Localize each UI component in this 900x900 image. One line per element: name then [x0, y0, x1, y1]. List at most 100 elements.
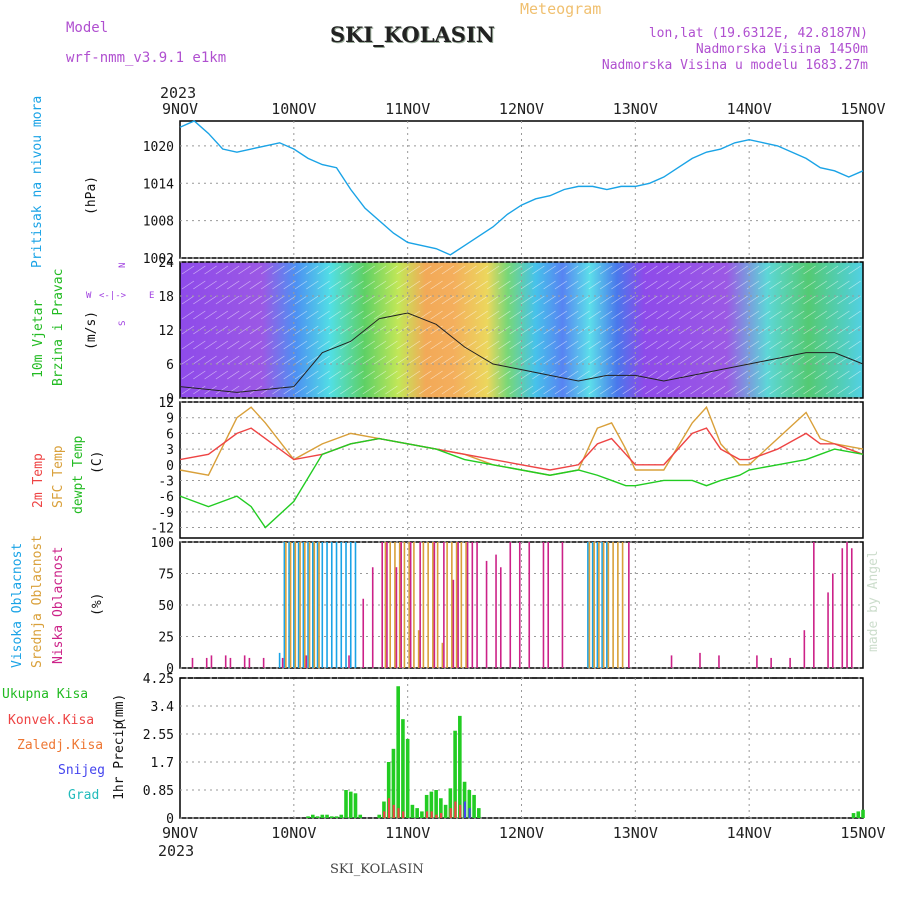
precip-bar — [435, 814, 438, 818]
wind-barb — [340, 370, 353, 380]
wind-barb — [238, 280, 251, 290]
year-top: 2023 — [160, 84, 196, 102]
precip-bar — [861, 809, 865, 818]
wind-barb — [577, 385, 590, 395]
wind-barb — [362, 280, 375, 290]
wind-barb — [260, 385, 274, 395]
wind-barb — [792, 265, 805, 275]
wind-barb — [837, 310, 850, 320]
wind-barb — [430, 265, 443, 275]
wind-barb — [317, 280, 330, 290]
x-tick-label-bottom: 10NOV — [271, 824, 316, 842]
wind-barb — [475, 280, 488, 290]
wind-barb — [520, 265, 534, 275]
precip-bar — [415, 808, 419, 818]
wind-barb — [746, 265, 760, 275]
wind-barb — [656, 370, 669, 380]
footer-station: SKI_KOLASIN — [330, 862, 424, 877]
wind-barb — [780, 385, 794, 395]
wind-barb — [317, 355, 330, 365]
precip-bar — [439, 798, 443, 818]
precip-bar — [462, 781, 467, 818]
wind-barb — [701, 325, 714, 335]
wind-barb — [238, 295, 251, 305]
wind-barb — [667, 280, 681, 290]
y-tick-label: 6 — [166, 358, 174, 373]
wind-barb — [792, 370, 805, 380]
wind-barb — [419, 370, 432, 380]
precip-bar — [383, 811, 386, 818]
wind-barb — [260, 355, 274, 365]
wind-barb — [588, 280, 601, 290]
wind-barb — [317, 295, 330, 305]
wind-barb — [328, 370, 342, 380]
wind-barb — [679, 355, 692, 365]
wind-barb — [656, 385, 669, 395]
wind-barb — [407, 265, 421, 275]
wind-barb — [227, 295, 240, 305]
wind-barb — [204, 340, 217, 350]
wind-barb — [509, 280, 522, 290]
wind-barb — [566, 280, 579, 290]
wind-barb — [599, 295, 613, 305]
wind-barb — [227, 310, 240, 320]
wind-barb — [306, 295, 319, 305]
wind-barb — [712, 280, 726, 290]
wind-barb — [249, 340, 262, 350]
wind-barb — [825, 355, 839, 365]
wind-barb — [317, 325, 330, 335]
wind-barb — [396, 370, 409, 380]
precip-bar — [387, 798, 391, 818]
wind-barb — [283, 355, 296, 365]
wind-barb — [272, 265, 285, 275]
wind-barb — [464, 355, 477, 365]
wind-barb — [419, 385, 432, 395]
wind-barb — [498, 355, 511, 365]
wind-barb — [724, 310, 737, 320]
y-tick-label: 2.55 — [143, 728, 174, 743]
wind-barb — [249, 265, 262, 275]
wind-barb — [396, 340, 409, 350]
wind-barb — [498, 280, 511, 290]
wind-barb — [498, 295, 511, 305]
precip-bar — [443, 804, 448, 818]
wind-barb — [498, 340, 511, 350]
wind-barb — [679, 385, 692, 395]
wind-barb — [633, 370, 647, 380]
wind-barb — [792, 340, 805, 350]
wind-barb — [340, 280, 353, 290]
precip-bar — [440, 813, 443, 818]
wind-barb — [396, 295, 409, 305]
y-tick-label: 3 — [166, 443, 174, 458]
wind-barb — [724, 385, 737, 395]
y-tick-label: 6 — [166, 427, 174, 442]
wind-barb — [215, 385, 229, 395]
cloud-low-label: Niska Oblacnost — [51, 547, 66, 664]
wind-barb — [441, 295, 455, 305]
wind-barb — [599, 340, 613, 350]
compass-s: S — [118, 321, 128, 326]
precip-bar — [448, 788, 453, 818]
wind-barb — [724, 370, 737, 380]
wind-barb — [181, 355, 195, 365]
wind-barb — [577, 265, 590, 275]
wind-barb — [181, 370, 195, 380]
wind-barb — [464, 370, 477, 380]
wind-barb — [215, 280, 229, 290]
wind-barb — [407, 340, 421, 350]
wind-barb — [396, 355, 409, 365]
wind-barb — [430, 340, 443, 350]
wind-barb — [193, 385, 206, 395]
wind-barb — [486, 340, 500, 350]
wind-barb — [599, 385, 613, 395]
wind-barb — [701, 295, 714, 305]
y-tick-label: 0 — [166, 662, 174, 677]
precip-bar — [425, 811, 429, 818]
wind-barb — [825, 385, 839, 395]
wind-barb — [554, 340, 568, 350]
wind-barb — [837, 385, 850, 395]
wind-barb — [373, 355, 387, 365]
wind-barb — [656, 265, 669, 275]
wind-barb — [453, 385, 466, 395]
year-bottom: 2023 — [158, 842, 194, 860]
